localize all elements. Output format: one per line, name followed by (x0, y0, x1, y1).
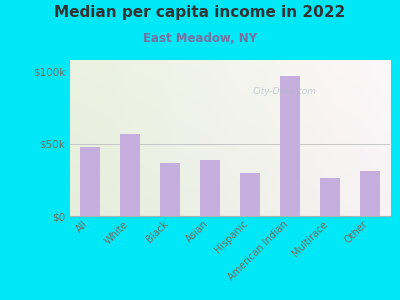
Text: East Meadow, NY: East Meadow, NY (143, 32, 257, 44)
Text: City-Data.com: City-Data.com (252, 87, 316, 96)
Bar (240, 173, 260, 216)
Bar (200, 160, 220, 216)
Bar (160, 163, 180, 216)
Bar (80, 147, 100, 216)
Bar (120, 134, 140, 216)
Bar (320, 178, 340, 216)
Text: Median per capita income in 2022: Median per capita income in 2022 (54, 4, 346, 20)
Bar (360, 171, 380, 216)
Bar (280, 76, 300, 216)
